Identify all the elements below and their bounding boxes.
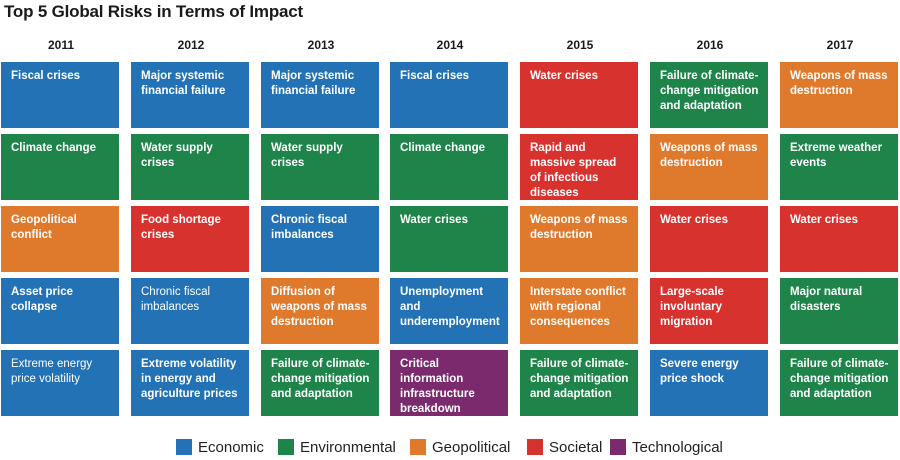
risk-cell-2011-rank-2: Climate change [1,134,119,200]
risk-cell-2011-rank-5: Extreme energy price volatility [1,350,119,416]
risk-cell-2016-rank-1: Failure of climate-change mitigation and… [650,62,768,128]
legend-item-geopolitical: Geopolitical [410,437,510,457]
risk-grid: 2011 Fiscal crises Climate change Geopoliti… [1,38,898,416]
legend-item-technological: Technological [610,437,723,457]
legend-label-environmental: Environmental [300,438,396,456]
risk-cell-2014-rank-4: Unemployment and underemployment [390,278,508,344]
risk-cell-2011-rank-1: Fiscal crises [1,62,119,128]
risk-cell-2012-rank-3: Food shortage crises [131,206,249,272]
risk-cell-2013-rank-1: Major systemic financial failure [261,62,379,128]
risk-cell-2017-rank-1: Weapons of mass destruction [780,62,898,128]
year-header-2013: 2013 [307,38,335,52]
risk-cell-2013-rank-5: Failure of climate-change mitigation and… [261,350,379,416]
legend-label-societal: Societal [549,438,603,456]
risk-cell-2013-rank-3: Chronic fiscal imbalances [261,206,379,272]
risk-cell-2013-rank-4: Diffusion of weapons of mass destruction [261,278,379,344]
legend: Economic Environmental Geopolitical Societa… [0,437,900,457]
risk-cell-2014-rank-2: Climate change [390,134,508,200]
legend-label-technological: Technological [632,438,723,456]
risk-cell-2012-rank-1: Major systemic financial failure [131,62,249,128]
risk-cell-2012-rank-5: Extreme volatility in energy and agricul… [131,350,249,416]
chart-title: Top 5 Global Risks in Terms of Impact [4,2,303,21]
risk-cell-2017-rank-5: Failure of climate-change mitigation and… [780,350,898,416]
legend-item-environmental: Environmental [278,437,396,457]
risk-cell-2015-rank-5: Failure of climate-change mitigation and… [520,350,638,416]
legend-swatch-societal [527,439,543,455]
year-header-2016: 2016 [696,38,724,52]
risk-cell-2012-rank-2: Water supply crises [131,134,249,200]
risk-cell-2012-rank-4: Chronic fiscal imbalances [131,278,249,344]
risk-cell-2015-rank-3: Weapons of mass destruction [520,206,638,272]
risk-cell-2017-rank-2: Extreme weather events [780,134,898,200]
risk-cell-2016-rank-5: Severe energy price shock [650,350,768,416]
legend-swatch-environmental [278,439,294,455]
year-header-2017: 2017 [826,38,854,52]
legend-item-societal: Societal [527,437,602,457]
legend-label-economic: Economic [198,438,264,456]
risk-cell-2014-rank-1: Fiscal crises [390,62,508,128]
risk-cell-2016-rank-4: Large-scale involuntary migration [650,278,768,344]
risk-cell-2011-rank-3: Geopolitical conflict [1,206,119,272]
year-header-2012: 2012 [177,38,205,52]
risk-cell-2016-rank-2: Weapons of mass destruction [650,134,768,200]
risk-cell-2015-rank-1: Water crises [520,62,638,128]
risk-cell-2015-rank-2: Rapid and massive spread of infectious d… [520,134,638,200]
risk-cell-2017-rank-4: Major natural disasters [780,278,898,344]
risk-cell-2014-rank-5: Critical information infrastructure brea… [390,350,508,416]
legend-label-geopolitical: Geopolitical [432,438,511,456]
legend-item-economic: Economic [176,437,264,457]
risk-cell-2011-rank-4: Asset price collapse [1,278,119,344]
risk-cell-2013-rank-2: Water supply crises [261,134,379,200]
risk-cell-2014-rank-3: Water crises [390,206,508,272]
year-header-2014: 2014 [436,38,464,52]
legend-swatch-technological [610,439,626,455]
legend-swatch-geopolitical [410,439,426,455]
risk-cell-2015-rank-4: Interstate conflict with regional conseq… [520,278,638,344]
risk-cell-2016-rank-3: Water crises [650,206,768,272]
legend-swatch-economic [176,439,192,455]
year-header-2015: 2015 [566,38,594,52]
year-header-2011: 2011 [47,38,75,52]
risk-cell-2017-rank-3: Water crises [780,206,898,272]
